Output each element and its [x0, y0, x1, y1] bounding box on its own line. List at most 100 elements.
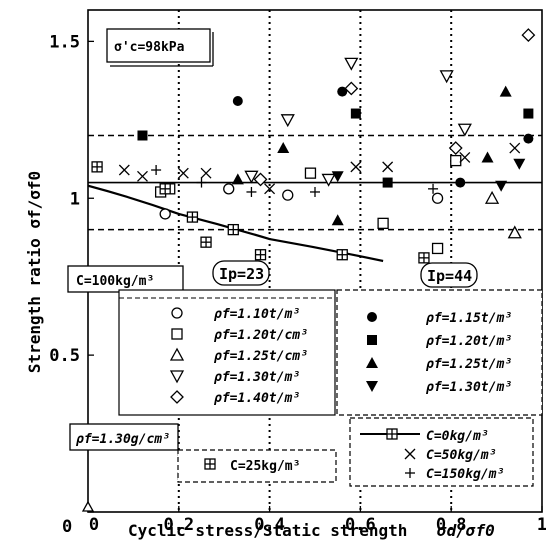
point-plus-1 [196, 177, 207, 188]
point-square-open-3 [377, 217, 389, 230]
legend-ip44-label-0: ρf=1.15t/m³ [425, 311, 512, 326]
point-triangle-down-filled-0 [331, 171, 344, 183]
x-tick-label-5: 1 [537, 515, 546, 535]
y-tick-label-3: 1.5 [49, 32, 80, 52]
legend-ip23-marker-2 [169, 347, 185, 361]
legend-curve-marker [386, 428, 398, 440]
point-circle-open-0 [159, 208, 171, 220]
legend-ip23-marker-0 [171, 307, 183, 319]
point-square-filled-3 [523, 108, 534, 119]
point-circle-open-2 [282, 189, 294, 201]
point-square-open-5 [450, 154, 462, 167]
point-circle-open-3 [431, 192, 444, 204]
point-plus-0 [151, 165, 162, 176]
c25-label: C=25kg/m³ [230, 459, 300, 474]
legend-ip44-label-1: ρf=1.20t/m³ [425, 334, 512, 349]
legend-ip44-marker-2 [366, 357, 378, 368]
point-triangle-up-filled-2 [331, 214, 344, 226]
point-square-cross-4 [227, 223, 239, 236]
point-square-cross-7 [418, 252, 430, 264]
legend-ip23-marker-3 [169, 370, 185, 384]
confining-pressure-label: σ'c=98kPa [114, 40, 185, 55]
rho-130-label: ρf=1.30g/cm³ [75, 432, 170, 447]
point-x-0 [118, 164, 130, 176]
legend-cement-marker-2 [405, 468, 415, 478]
legend-cement-marker-1 [404, 448, 416, 460]
point-plus-4 [428, 183, 439, 194]
point-x-1 [137, 170, 148, 182]
point-x-2 [177, 167, 189, 179]
legend-ip23-marker-4 [170, 390, 184, 404]
legend-cement-label-0: C=0kg/m³ [426, 429, 489, 444]
point-triangle-up-open-1 [507, 225, 522, 239]
data-markers [91, 28, 536, 264]
legend-ip44 [336, 289, 543, 416]
legend-ip44-marker-3 [366, 381, 378, 392]
y-tick-label-1: 0.5 [49, 346, 80, 366]
point-x-5 [350, 161, 362, 173]
x-axis-symbol: σd/σf0 [436, 521, 495, 540]
point-square-cross-5 [254, 249, 267, 261]
point-square-cross-6 [336, 249, 348, 261]
legend-ip23-label-1: ρf=1.20t/cm³ [213, 328, 308, 343]
point-triangle-down-filled-1 [495, 180, 508, 192]
x-tick-label-4: 0.8 [436, 515, 467, 535]
legend-ip23-label-0: ρf=1.10t/m³ [213, 307, 300, 322]
point-circle-filled-3 [523, 133, 534, 144]
ip44-label: Ip=44 [427, 267, 472, 285]
point-triangle-down-open-3 [344, 57, 359, 71]
legend-ip23-label-3: ρf=1.30t/m³ [213, 370, 300, 385]
point-triangle-up-filled-1 [277, 142, 290, 154]
tick-labels: 0 0.2 0.4 0.6 0.8 1 0.5 1 1.5 0 [49, 32, 546, 537]
point-x-8 [509, 142, 521, 154]
point-triangle-up-filled-0 [231, 173, 244, 185]
reference-lines [88, 10, 542, 512]
point-square-cross-3 [200, 236, 212, 248]
point-square-cross-1 [159, 183, 171, 195]
x-tick-label-2: 0.4 [254, 515, 285, 535]
point-x-4 [264, 183, 276, 195]
point-triangle-up-filled-4 [499, 85, 512, 97]
c25-box [177, 449, 337, 483]
point-circle-filled-1 [337, 86, 348, 97]
x-tick-label-1: 0.2 [163, 515, 194, 535]
x-tick-label-3: 0.6 [345, 515, 376, 535]
point-triangle-down-filled-2 [513, 158, 526, 170]
x-axis-label: Cyclic stress/Static strength [128, 521, 407, 540]
point-circle-filled-0 [232, 95, 243, 106]
legend-cement-label-2: C=150kg/m³ [426, 467, 504, 482]
confining-box [106, 28, 211, 63]
ip23-label: Ip=23 [219, 265, 264, 283]
point-square-open-4 [431, 242, 444, 255]
legend-ip23 [118, 289, 336, 416]
legend-ip44-label-2: ρf=1.25t/m³ [425, 357, 512, 372]
y-tick-label-2: 1 [70, 189, 80, 209]
legend-ip44-label-3: ρf=1.30t/m³ [425, 380, 512, 395]
point-triangle-down-open-1 [280, 114, 295, 128]
legend-ip23-label-4: ρf=1.40t/m³ [213, 391, 300, 406]
ip44-box [420, 262, 478, 288]
point-square-filled-0 [137, 130, 148, 141]
origin-label: 0 [62, 517, 72, 537]
point-triangle-down-open-0 [244, 170, 259, 184]
legend-cement-label-1: C=50kg/m³ [426, 448, 496, 463]
legend-ip44-marker-0 [367, 312, 377, 322]
legend-ip44-marker-1 [367, 335, 377, 345]
point-triangle-up-open-0 [484, 190, 500, 204]
point-square-filled-1 [350, 108, 361, 119]
y-axis-label: Strength ratio σf/σf0 [25, 171, 44, 373]
point-square-cross-0 [91, 161, 103, 173]
point-plus-2 [246, 186, 257, 197]
point-triangle-down-open-5 [457, 123, 472, 137]
x-tick-label-0: 0 [89, 515, 99, 535]
point-triangle-down-open-4 [439, 70, 454, 84]
cement-100-label: C=100kg/m³ [76, 274, 154, 289]
origin-triangle-marker [81, 500, 95, 512]
legend-ip23-marker-1 [171, 328, 183, 340]
point-square-cross-2 [186, 211, 199, 223]
point-triangle-down-open-2 [321, 173, 336, 187]
point-x-6 [382, 161, 394, 173]
point-square-open-2 [304, 167, 317, 179]
legend-cement [349, 417, 534, 487]
point-circle-filled-2 [455, 177, 466, 188]
